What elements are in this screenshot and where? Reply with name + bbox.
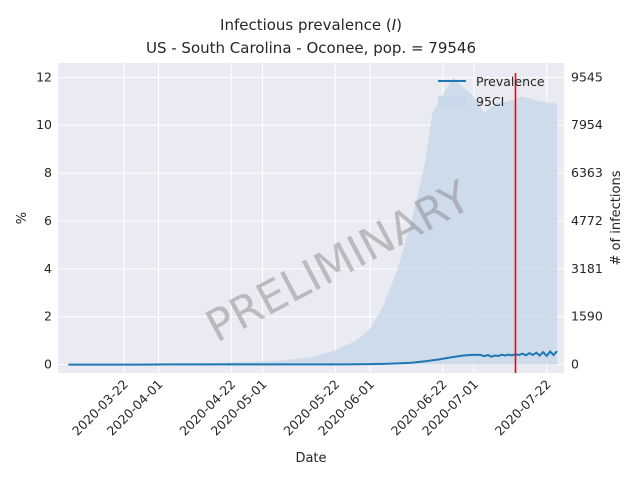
legend-ci-label: 95CI	[476, 94, 504, 109]
x-axis-label: Date	[295, 451, 326, 466]
y-right-tick-label: 7954	[571, 117, 603, 132]
y-tick-label: 4	[44, 261, 52, 276]
legend: Prevalence 95CI	[438, 74, 545, 109]
y-right-tick-label: 0	[571, 357, 579, 372]
y-tick-label: 10	[36, 117, 52, 132]
y-tick-labels: 0 2 4 6 8 10 12	[36, 69, 52, 371]
legend-band-swatch	[438, 96, 466, 106]
prevalence-series-line	[68, 349, 558, 366]
y-tick-label: 8	[44, 165, 52, 180]
ci-band-area	[68, 77, 558, 365]
y-axis-label: %	[15, 212, 30, 224]
y-right-tick-labels: 0 1590 3181 4772 6363 7954 9545	[571, 69, 603, 371]
y-right-tick-label: 6363	[571, 165, 603, 180]
y-tick-label: 6	[44, 213, 52, 228]
y-tick-label: 12	[36, 69, 52, 84]
y-tick-label: 2	[44, 309, 52, 324]
chart-title-line2: US - South Carolina - Oconee, pop. = 795…	[146, 39, 476, 57]
legend-prevalence-label: Prevalence	[476, 74, 545, 89]
y-right-tick-label: 1590	[571, 309, 603, 324]
prevalence-line	[68, 349, 558, 366]
y-tick-label: 0	[44, 357, 52, 372]
y-right-tick-label: 3181	[571, 261, 603, 276]
y-right-tick-label: 4772	[571, 213, 603, 228]
y-right-axis-label: # of infections	[609, 170, 624, 265]
chart-title-line1: Infectious prevalence (I)	[220, 16, 402, 34]
y-right-tick-label: 9545	[571, 69, 603, 84]
ci-band	[68, 77, 558, 365]
x-tick-label: 2020-07-22	[492, 377, 554, 439]
